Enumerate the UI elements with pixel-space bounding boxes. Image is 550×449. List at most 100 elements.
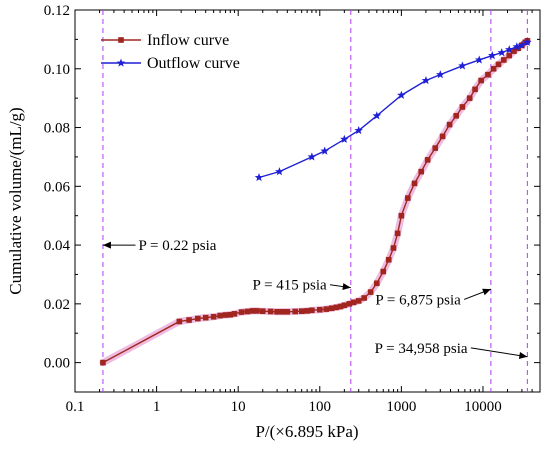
annotation-label: P = 34,958 psia [375,341,468,357]
data-point [385,256,392,263]
data-point [210,313,217,320]
data-point [340,134,349,143]
data-point [316,306,323,313]
data-point [439,133,446,140]
data-point [176,318,183,325]
data-point [346,301,353,307]
data-point [217,312,223,319]
data-point [453,112,460,119]
data-point [478,77,484,84]
series-star [254,37,532,182]
annotation-arrowhead [102,241,111,249]
legend-marker [118,37,124,43]
data-point [231,311,238,317]
annotations: P = 0.22 psia P = 415 psia P = 6,875 psia P… [102,238,528,359]
data-point [361,295,367,301]
x-tick-label: 0.1 [66,399,85,415]
data-point [333,304,340,311]
series-square [99,37,531,367]
data-point [337,303,344,310]
data-point [372,111,382,120]
data-point [446,121,453,128]
annotation-arrowhead [518,352,528,359]
y-tick-label: 0.06 [44,179,71,195]
data-point [244,308,251,315]
data-point [320,146,330,155]
y-tick-label: 0.10 [44,62,70,78]
data-point [380,268,387,275]
legend: Inflow curve Outflow curve [101,32,240,72]
x-axis-label: P/(×6.895 kPa) [255,422,358,441]
data-point [304,308,310,314]
data-point [411,180,418,187]
data-point [418,168,425,175]
y-tick-label: 0.08 [44,121,70,137]
plot-area: 0.1 1 10 100 1000 10000 0.000.020.040.060.080… [44,3,541,415]
data-point [490,65,497,72]
data-point [421,76,431,85]
data-point [298,308,305,314]
data-point [292,308,299,315]
plot-frame [74,9,541,393]
data-point [355,298,362,304]
data-point [341,302,348,309]
annotation: P = 34,958 psia [375,341,528,359]
series-highlight [99,37,531,367]
data-point [374,280,380,287]
y-tick-label: 0.00 [44,356,70,372]
data-point [472,86,478,93]
data-point [254,172,264,182]
data-point [350,299,357,306]
data-point [307,152,317,161]
annotation-label: P = 6,875 psia [375,292,461,308]
data-point [279,308,286,315]
legend-label: Outflow curve [147,55,240,72]
data-point [436,70,445,79]
annotation-label: P = 0.22 psia [138,238,216,254]
data-point [432,145,439,151]
data-point [495,61,502,68]
annotation: P = 6,875 psia [375,288,492,308]
x-tick-label: 10 [231,399,246,415]
data-point [227,311,234,318]
data-point [202,314,209,321]
annotation-arrowhead [482,288,491,296]
data-point [397,90,406,99]
data-point [504,45,514,54]
data-point [100,359,106,366]
data-point [511,48,517,54]
data-point [487,51,497,60]
data-point [466,95,473,101]
x-tick-label: 10000 [464,399,502,415]
data-point [354,125,363,135]
y-axis: 0.00 0.02 0.04 0.06 0.08 0.10 0.12 [44,3,540,393]
data-point [458,61,467,70]
y-tick-label: 0.12 [44,3,70,19]
data-point [367,289,374,295]
data-point [394,230,401,237]
data-point [424,157,431,163]
x-axis: 0.1 1 10 100 1000 10000 [66,10,541,415]
annotation-arrowhead [342,283,351,291]
series-group [99,37,532,367]
data-point [474,55,484,64]
data-point [405,195,411,201]
data-point [195,315,201,322]
data-point [398,212,405,219]
data-point [309,307,315,314]
legend-item: Outflow curve [101,55,240,72]
data-point [512,42,522,51]
data-point [323,306,330,312]
data-point [267,308,274,315]
data-point [497,48,507,57]
legend-label: Inflow curve [147,32,229,49]
annotation-arrow-line [470,347,528,358]
x-tick-label: 1000 [386,399,416,415]
data-point [328,305,335,312]
data-point [485,71,491,78]
y-tick-label: 0.04 [44,238,71,254]
x-tick-label: 1 [153,399,161,415]
y-axis-label: Cumulative volume/(mL/g) [6,107,25,294]
data-point [238,309,245,315]
